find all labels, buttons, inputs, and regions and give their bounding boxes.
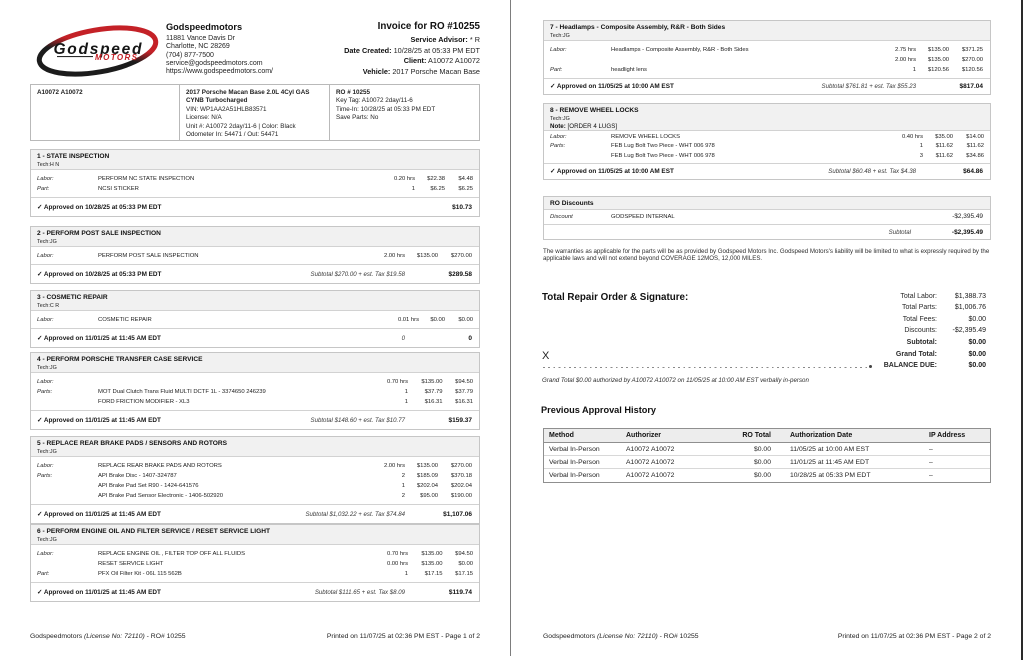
svg-text:Godspeed: Godspeed <box>54 41 143 58</box>
svg-text:MOTORS: MOTORS <box>95 53 138 62</box>
